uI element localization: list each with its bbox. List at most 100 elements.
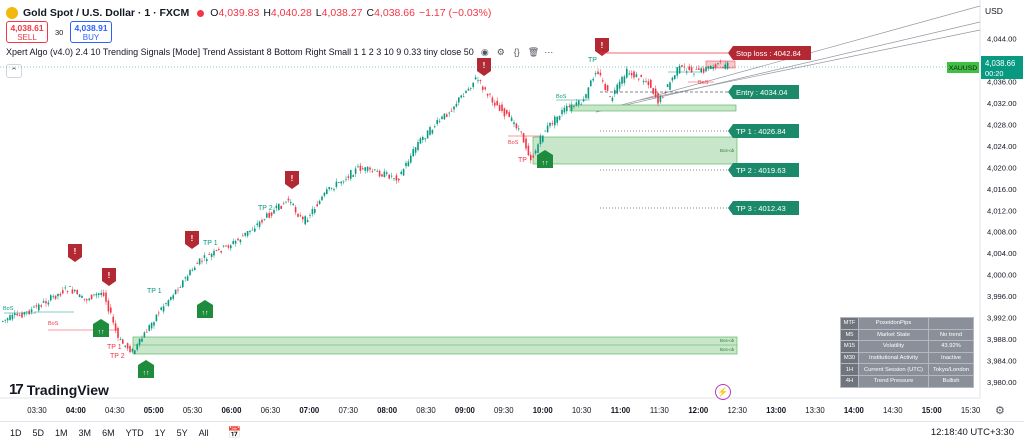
candle[interactable] [642,80,645,83]
candle[interactable] [371,171,374,173]
candle[interactable] [342,181,345,183]
range-button-1y[interactable]: 1Y [154,427,166,438]
demand-zone[interactable] [532,136,738,165]
candle[interactable] [412,149,414,157]
candle[interactable] [551,123,554,125]
candle[interactable] [345,178,347,180]
candle[interactable] [150,322,153,329]
candle[interactable] [482,86,484,90]
candle[interactable] [470,87,472,89]
candle[interactable] [249,230,251,232]
candle[interactable] [383,171,386,178]
candle[interactable] [542,135,544,142]
candle[interactable] [537,144,539,153]
candle[interactable] [40,305,42,307]
candle[interactable] [30,309,33,313]
candle[interactable] [532,155,534,158]
candle[interactable] [148,325,150,331]
sell-signal-icon[interactable] [285,171,299,189]
candle[interactable] [431,129,434,134]
candle[interactable] [76,290,78,295]
candle[interactable] [330,187,333,189]
candle[interactable] [654,88,657,98]
candle[interactable] [671,77,674,81]
candle[interactable] [666,84,669,87]
candle[interactable] [191,269,194,271]
candle[interactable] [93,294,95,296]
candle[interactable] [359,165,362,171]
braces-icon[interactable]: {} [513,47,520,57]
candle[interactable] [160,307,162,310]
candle[interactable] [38,304,40,311]
candle[interactable] [335,181,338,187]
candle[interactable] [678,65,681,74]
candle[interactable] [28,310,30,315]
candle[interactable] [321,196,323,201]
candle[interactable] [623,76,626,83]
candle[interactable] [508,112,510,118]
candle[interactable] [282,203,285,205]
candle[interactable] [714,64,717,68]
candle[interactable] [215,250,218,251]
candle[interactable] [21,312,23,318]
candle[interactable] [126,343,129,349]
ticker-tag[interactable] [947,62,979,73]
candle[interactable] [597,71,599,74]
candle[interactable] [426,130,429,139]
candle[interactable] [498,105,501,111]
candle[interactable] [280,205,282,209]
candle[interactable] [350,170,352,179]
candle[interactable] [189,270,191,276]
candle[interactable] [57,293,59,297]
candle[interactable] [153,322,155,326]
candle[interactable] [366,166,369,171]
candle[interactable] [573,106,575,107]
candle[interactable] [477,80,479,82]
candle[interactable] [659,96,662,102]
candle[interactable] [261,220,263,223]
trade-level-badge[interactable] [728,163,799,177]
candle[interactable] [609,96,611,98]
candle[interactable] [724,64,726,69]
candle[interactable] [590,80,592,87]
candle[interactable] [158,312,160,314]
candle[interactable] [422,136,424,140]
candle[interactable] [462,96,465,98]
candle[interactable] [203,255,206,258]
candle[interactable] [239,239,242,243]
candle[interactable] [635,74,638,78]
candle[interactable] [410,155,412,163]
candle[interactable] [294,207,297,213]
candle[interactable] [74,289,76,292]
candle[interactable] [618,81,621,89]
symbol-title[interactable]: Gold Spot / U.S. Dollar · 1 · FXCM [23,7,190,19]
candle[interactable] [693,73,695,75]
candle[interactable] [254,228,256,232]
candle[interactable] [398,178,400,181]
candle[interactable] [16,313,18,316]
candle[interactable] [78,294,81,298]
candle[interactable] [549,122,551,126]
candle[interactable] [722,67,724,69]
candle[interactable] [518,128,520,130]
lightning-icon[interactable]: ⚡ [715,384,731,400]
candle[interactable] [309,214,311,216]
candle[interactable] [690,67,693,73]
range-button-ytd[interactable]: YTD [125,427,144,438]
buy-signal-icon[interactable] [197,300,213,318]
candle[interactable] [362,168,364,170]
candle[interactable] [606,85,609,91]
candle[interactable] [525,138,527,149]
collapse-legend-button[interactable]: ⌃ [6,64,22,78]
candle[interactable] [395,175,398,181]
candle[interactable] [26,311,28,313]
candle[interactable] [695,68,698,70]
buy-button[interactable]: 4,038.91 BUY [70,21,112,43]
candle[interactable] [458,97,460,103]
candle[interactable] [443,113,446,120]
candle[interactable] [263,219,266,221]
candle[interactable] [645,80,647,82]
trade-level-badge[interactable] [728,201,799,215]
candle[interactable] [232,241,234,244]
candle[interactable] [592,78,594,81]
